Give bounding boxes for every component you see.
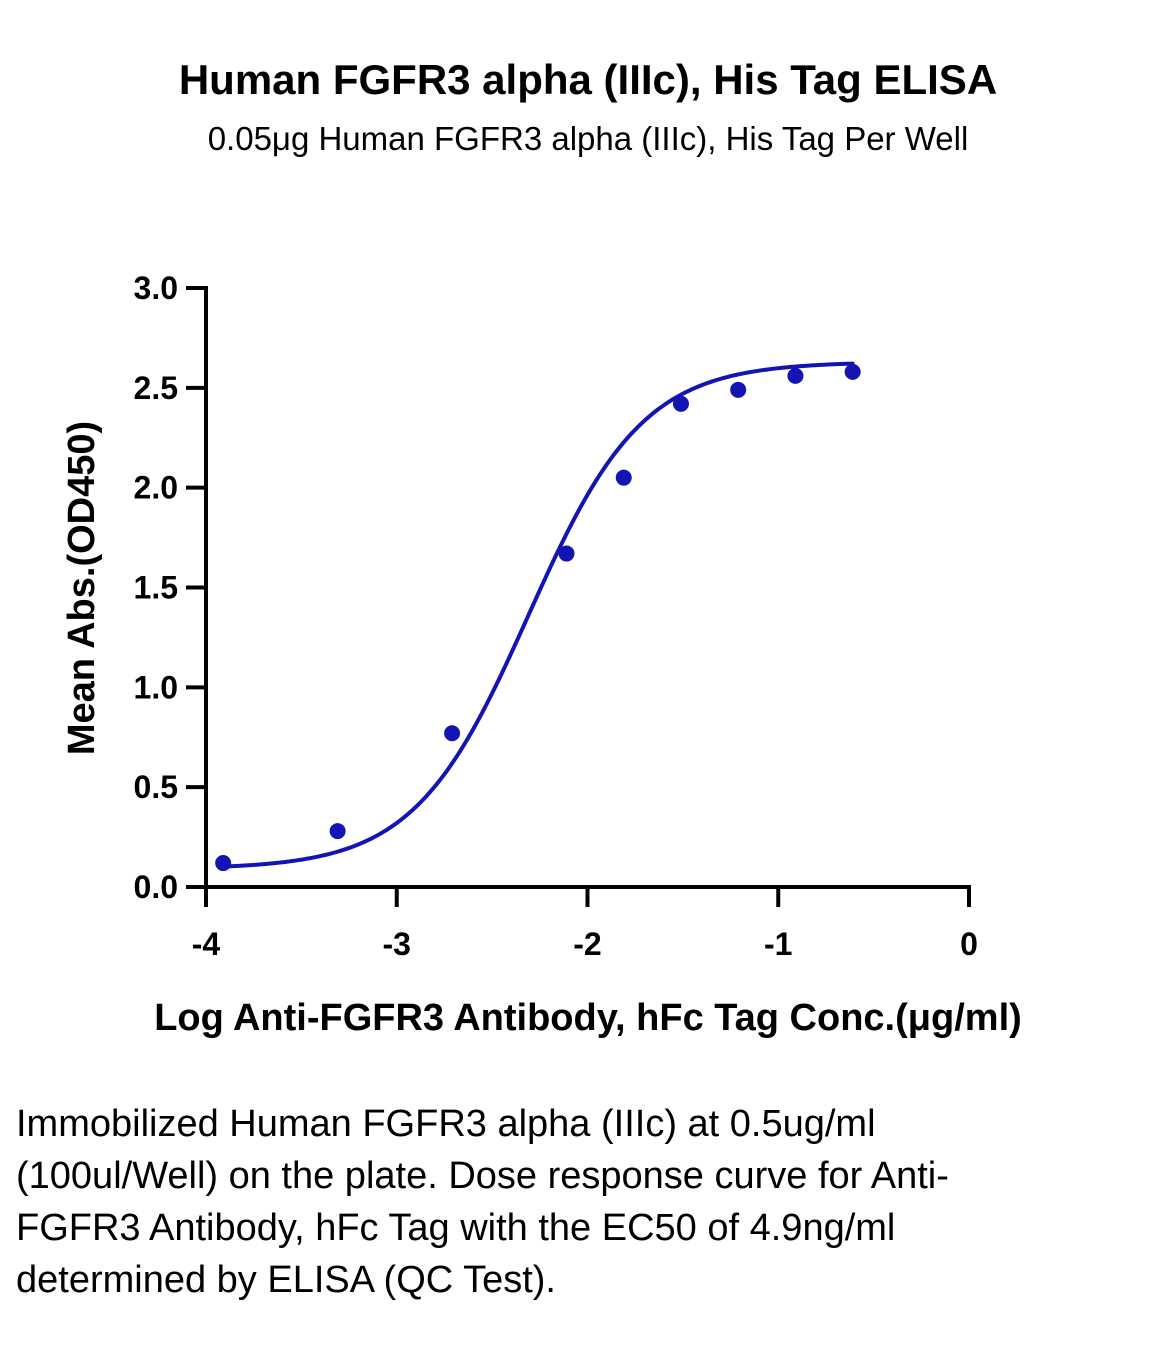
- data-point: [558, 545, 575, 562]
- y-tick-label: 1.0: [134, 669, 178, 705]
- chart-subtitle: 0.05μg Human FGFR3 alpha (IIIc), His Tag…: [208, 120, 969, 157]
- data-point: [787, 367, 804, 384]
- y-tick-label: 2.0: [134, 470, 178, 506]
- data-point: [730, 381, 747, 398]
- data-point: [672, 395, 689, 412]
- chart-title: Human FGFR3 alpha (IIIc), His Tag ELISA: [179, 56, 997, 103]
- data-point: [329, 823, 346, 840]
- data-point: [215, 855, 232, 872]
- fit-curve: [221, 361, 855, 869]
- x-tick-label: -4: [192, 926, 221, 962]
- data-point: [444, 725, 461, 742]
- data-point: [615, 469, 632, 486]
- data-points: [215, 363, 861, 872]
- x-axis-label: Log Anti-FGFR3 Antibody, hFc Tag Conc.(μ…: [154, 997, 1022, 1039]
- y-tick-label: 1.5: [134, 570, 178, 606]
- x-tick-label: -2: [573, 926, 601, 962]
- y-tick-label: 0.5: [134, 769, 178, 805]
- y-tick-label: 0.0: [134, 869, 178, 905]
- x-ticks: -4 -3 -2 -1 0: [192, 887, 978, 962]
- y-ticks: 0.0 0.5 1.0 1.5 2.0 2.5 3.0: [134, 270, 206, 905]
- y-tick-label: 3.0: [134, 270, 178, 306]
- y-axis-label: Mean Abs.(OD450): [61, 421, 103, 755]
- x-tick-label: -1: [764, 926, 792, 962]
- x-tick-label: 0: [960, 926, 978, 962]
- caption-text: Immobilized Human FGFR3 alpha (IIIc) at …: [16, 1103, 949, 1301]
- data-point: [844, 363, 861, 380]
- y-tick-label: 2.5: [134, 370, 178, 406]
- x-tick-label: -3: [383, 926, 411, 962]
